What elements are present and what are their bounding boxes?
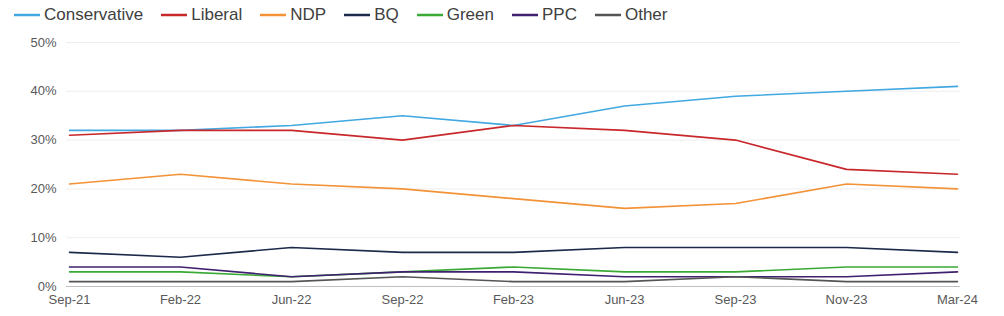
svg-text:20%: 20%	[30, 181, 56, 196]
html-text:BQ: BQ	[374, 5, 399, 24]
svg-text:Nov-23: Nov-23	[826, 292, 868, 307]
svg-text:Jun-22: Jun-22	[272, 292, 312, 307]
svg-text:Feb-23: Feb-23	[493, 292, 534, 307]
html-text:NDP: NDP	[290, 5, 327, 24]
svg-text:30%: 30%	[30, 132, 56, 147]
html-text:PPC: PPC	[542, 5, 577, 24]
html-text:Conservative: Conservative	[44, 5, 144, 24]
svg-text:0%: 0%	[37, 278, 57, 294]
svg-text:Mar-24: Mar-24	[937, 292, 978, 307]
svg-text:10%: 10%	[30, 230, 56, 245]
svg-text:Sep-21: Sep-21	[49, 292, 91, 307]
html-text:Liberal: Liberal	[191, 5, 243, 24]
html-text:Other: Other	[625, 5, 668, 24]
html-text:Green: Green	[446, 5, 494, 24]
svg-text:Feb-22: Feb-22	[160, 292, 201, 307]
svg-text:Sep-22: Sep-22	[382, 292, 424, 307]
svg-text:Sep-23: Sep-23	[715, 292, 757, 307]
svg-text:50%: 50%	[30, 35, 56, 50]
svg-text:Jun-23: Jun-23	[605, 292, 645, 307]
svg-text:40%: 40%	[30, 83, 56, 98]
